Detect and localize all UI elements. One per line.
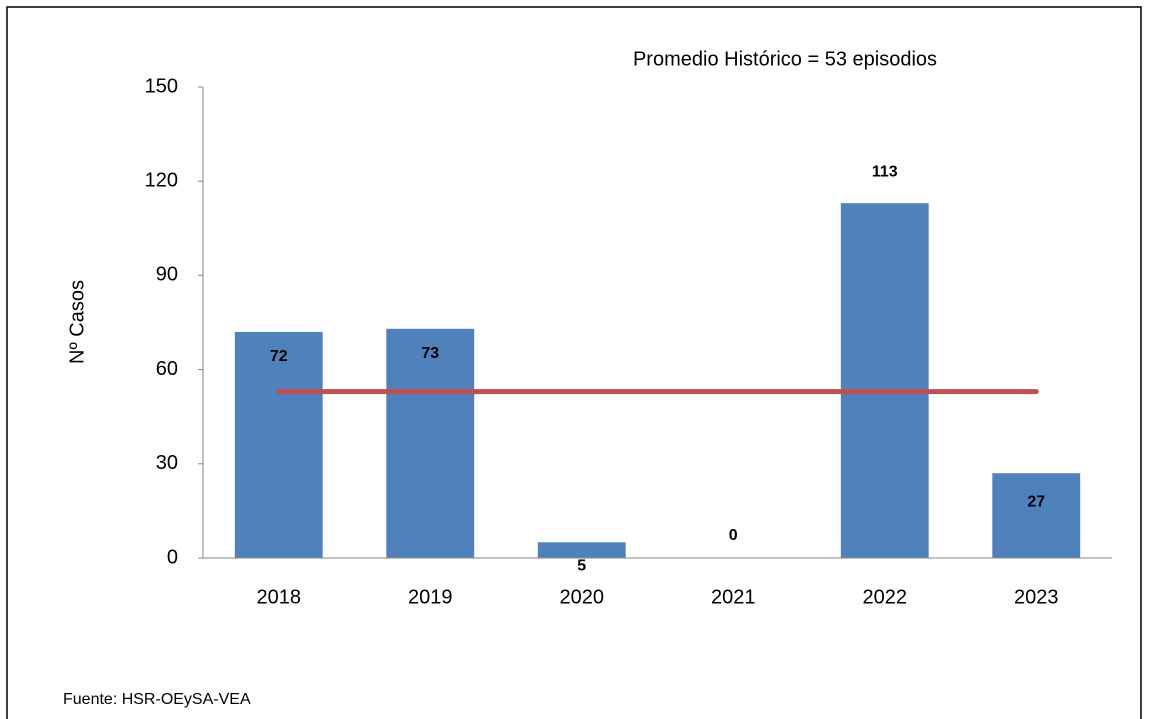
data-label: 73	[421, 345, 439, 362]
data-label: 72	[270, 348, 288, 365]
source: Fuente: HSR-OEySA-VEA	[63, 691, 251, 708]
y-tick-label: 30	[156, 452, 178, 474]
x-tick-label: 2020	[560, 586, 605, 608]
x-tick-label: 2018	[257, 586, 302, 608]
x-tick-label: 2021	[711, 586, 756, 608]
data-label: 27	[1027, 493, 1045, 510]
x-tick-label: 2019	[408, 586, 453, 608]
bar	[386, 328, 475, 558]
frame	[6, 6, 1142, 719]
y-tick-label: 150	[145, 75, 178, 97]
y-tick-label: 90	[156, 264, 178, 286]
x-tick-label: 2023	[1014, 586, 1059, 608]
x-tick-label: 2022	[863, 586, 908, 608]
data-label: 5	[577, 558, 586, 575]
annotation: Promedio Histórico = 53 episodios	[633, 48, 937, 70]
y-tick-label: 0	[167, 546, 178, 568]
bar	[537, 542, 626, 558]
bar	[992, 473, 1081, 558]
y-axis-label: Nº Casos	[66, 280, 88, 364]
data-label: 0	[729, 527, 738, 544]
data-label: 113	[872, 163, 898, 180]
bar	[234, 331, 323, 558]
y-tick-label: 60	[156, 358, 178, 380]
bar	[840, 203, 929, 558]
y-tick-label: 120	[145, 169, 178, 191]
